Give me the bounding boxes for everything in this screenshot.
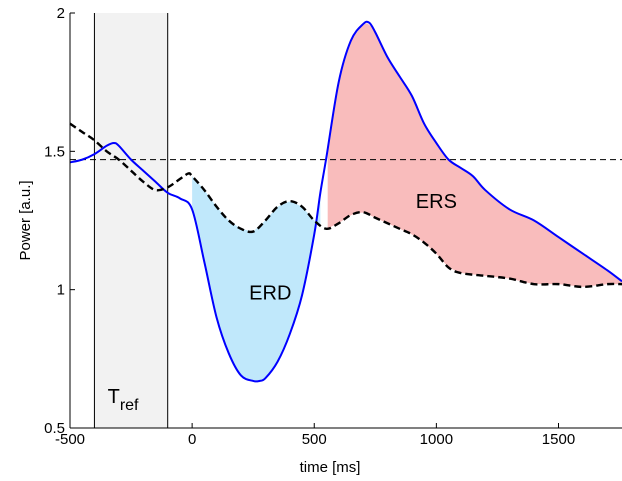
y-tick-label: 1	[57, 282, 65, 299]
y-tick-label: 0.5	[44, 420, 65, 437]
y-tick-label: 2	[57, 5, 65, 22]
x-tick-label: 500	[302, 431, 327, 448]
fill-regions-layer	[192, 23, 622, 381]
labels-layer: -500 0 500 1000 1500 0.5 1 1.5 2 time [ms] Power […	[17, 5, 575, 476]
series-line-solid	[69, 20, 622, 383]
series-lines-layer	[69, 20, 622, 383]
reference-window-label: Tref	[108, 386, 139, 414]
series-line-dashed	[69, 122, 622, 289]
x-tick-label: 1500	[542, 431, 575, 448]
x-tick-label: -500	[55, 431, 85, 448]
x-tick-label: 0	[188, 431, 196, 448]
y-tick-label: 1.5	[44, 143, 65, 160]
annotation-erd: ERD	[249, 282, 291, 304]
fill-region-erd	[192, 176, 321, 381]
fill-region-ers	[327, 23, 622, 287]
reference-window-shading	[94, 13, 168, 428]
reference-window-label-main: T	[108, 386, 120, 408]
reference-window-label-sub: ref	[120, 397, 139, 414]
x-axis-title: time [ms]	[300, 459, 361, 476]
y-axis-title: Power [a.u.]	[17, 180, 34, 260]
annotation-ers: ERS	[416, 191, 457, 213]
axes-layer	[69, 12, 622, 429]
x-tick-label: 1000	[420, 431, 453, 448]
reference-window-layer	[93, 13, 169, 428]
